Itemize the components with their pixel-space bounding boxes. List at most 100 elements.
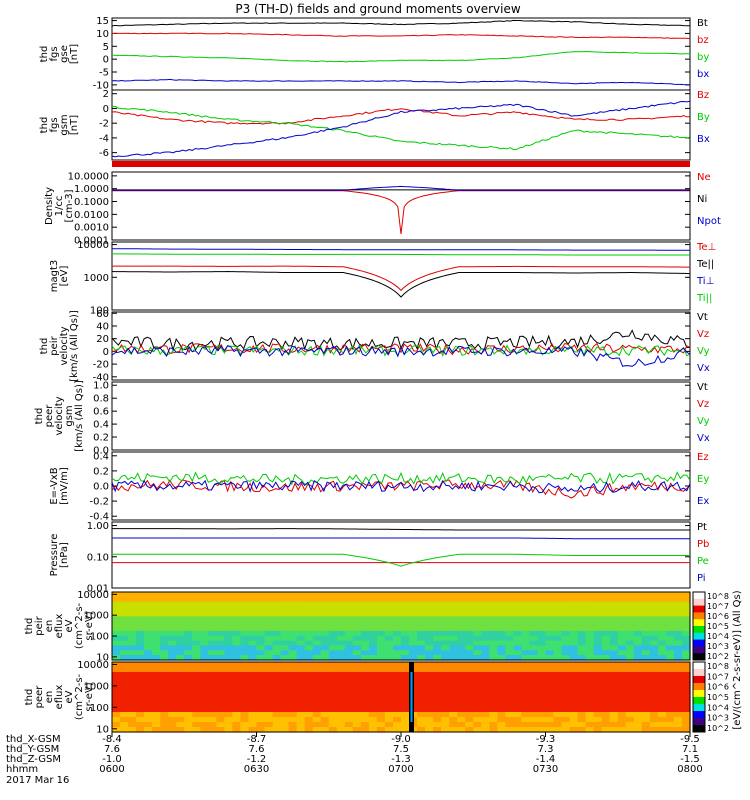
- spectrogram-cell: [553, 682, 563, 688]
- spectrogram-cell: [665, 727, 675, 733]
- spectrogram-cell: [465, 616, 474, 622]
- spectrogram-cell: [601, 712, 611, 718]
- y-axis-label: en: [44, 691, 55, 704]
- spectrogram-cell: [529, 687, 538, 693]
- spectrogram-cell: [264, 592, 274, 598]
- spectrogram-cell: [417, 655, 426, 661]
- spectrogram-cell: [497, 650, 506, 656]
- spectrogram-cell: [425, 606, 434, 613]
- spectrogram-cell: [288, 596, 298, 603]
- spectrogram-cell: [497, 682, 506, 688]
- spectrogram-cell: [569, 616, 579, 622]
- spectrogram-cell: [256, 645, 266, 651]
- spectrogram-cell: [136, 616, 145, 622]
- spectrogram-cell: [240, 596, 249, 603]
- spectrogram-cell: [641, 596, 651, 603]
- spectrogram-cell: [376, 630, 386, 637]
- spectrogram-cell: [617, 616, 627, 622]
- spectrogram-cell: [320, 702, 330, 708]
- spectrogram-cell: [537, 650, 547, 656]
- spectrogram-cell: [473, 677, 482, 683]
- y-tick-label: 1.0000: [74, 184, 109, 195]
- spectrogram-cell: [521, 635, 530, 642]
- spectrogram-cell: [216, 722, 225, 728]
- spectrogram-cell: [481, 630, 490, 637]
- spectrogram-cell: [441, 702, 450, 708]
- spectrogram-cell: [641, 672, 651, 678]
- spectrogram-cell: [673, 611, 683, 617]
- spectrogram-cell: [312, 682, 322, 688]
- colorbar-tick-label: 10^2: [707, 724, 729, 733]
- spectrogram-cell: [465, 712, 474, 718]
- spectrogram-cell: [136, 717, 145, 723]
- spectrogram-cell: [304, 697, 314, 703]
- spectrogram-cell: [593, 596, 603, 603]
- spectrogram-cell: [160, 672, 169, 678]
- spectrogram-cell: [393, 707, 402, 713]
- spectrogram-cell: [481, 717, 490, 723]
- spectrogram-cell: [657, 677, 667, 683]
- spectrogram-cell: [682, 601, 691, 608]
- spectrogram-cell: [272, 640, 282, 647]
- series-Te||: [111, 270, 691, 298]
- spectrogram-cell: [609, 606, 619, 613]
- spectrogram-cell: [449, 672, 458, 678]
- spectrogram-cell: [224, 606, 233, 613]
- spectrogram-cell: [320, 601, 330, 608]
- spectrogram-cell: [344, 626, 354, 632]
- spectrogram-cell: [473, 727, 482, 733]
- spectrogram-cell: [280, 645, 290, 651]
- spectrogram-cell: [152, 596, 161, 603]
- spectrogram-cell: [320, 667, 330, 673]
- spectrogram-cell: [360, 707, 370, 713]
- spectrogram-cell: [537, 712, 547, 718]
- spectrogram-cell: [304, 677, 314, 683]
- spectrogram-cell: [641, 667, 651, 673]
- spectrogram-cell: [176, 592, 185, 598]
- spectrogram-cell: [457, 667, 466, 673]
- y-tick-label: 10: [96, 29, 109, 40]
- spectrogram-cell: [473, 621, 482, 627]
- spectrogram-cell: [216, 640, 225, 647]
- spectrogram-cell: [184, 717, 193, 723]
- spectrogram-cell: [160, 635, 169, 642]
- spectrogram-cell: [312, 702, 322, 708]
- spectrogram-cell: [633, 601, 643, 608]
- spectrogram-cell: [561, 655, 571, 661]
- spectrogram-cell: [521, 611, 530, 617]
- spectrogram-cell: [457, 626, 466, 632]
- spectrogram-cell: [312, 626, 322, 632]
- series-Te⊥: [112, 265, 690, 291]
- spectrogram-cell: [457, 722, 466, 728]
- spectrogram-cell: [401, 687, 410, 693]
- spectrogram-cell: [537, 621, 547, 627]
- spectrogram-cell: [360, 640, 370, 647]
- spectrogram-cell: [184, 592, 193, 598]
- spectrogram-cell: [352, 702, 362, 708]
- spectrogram-cell: [585, 717, 595, 723]
- spectrogram-cell: [641, 621, 651, 627]
- spectrogram-cell: [280, 697, 290, 703]
- spectrogram-cell: [409, 635, 418, 642]
- spectrogram-cell: [128, 640, 137, 647]
- spectrogram-cell: [649, 645, 659, 651]
- spectrogram-cell: [208, 697, 217, 703]
- spectrogram-cell: [144, 635, 153, 642]
- spectrogram-cell: [184, 655, 193, 661]
- spectrogram-cell: [505, 687, 514, 693]
- spectrogram-cell: [272, 630, 282, 637]
- spectrogram-cell: [208, 707, 217, 713]
- spectrogram-cell: [136, 621, 145, 627]
- spectrogram-cell: [617, 697, 627, 703]
- spectrogram-cell: [384, 645, 394, 651]
- spectrogram-cell: [577, 707, 587, 713]
- spectrogram-cell: [393, 722, 402, 728]
- spectrogram-cell: [128, 645, 137, 651]
- spectrogram-cell: [352, 655, 362, 661]
- y-tick-label: 0.10: [87, 552, 109, 563]
- spectrogram-cell: [569, 687, 579, 693]
- spectrogram-cell: [585, 667, 595, 673]
- spectrogram-cell: [344, 601, 354, 608]
